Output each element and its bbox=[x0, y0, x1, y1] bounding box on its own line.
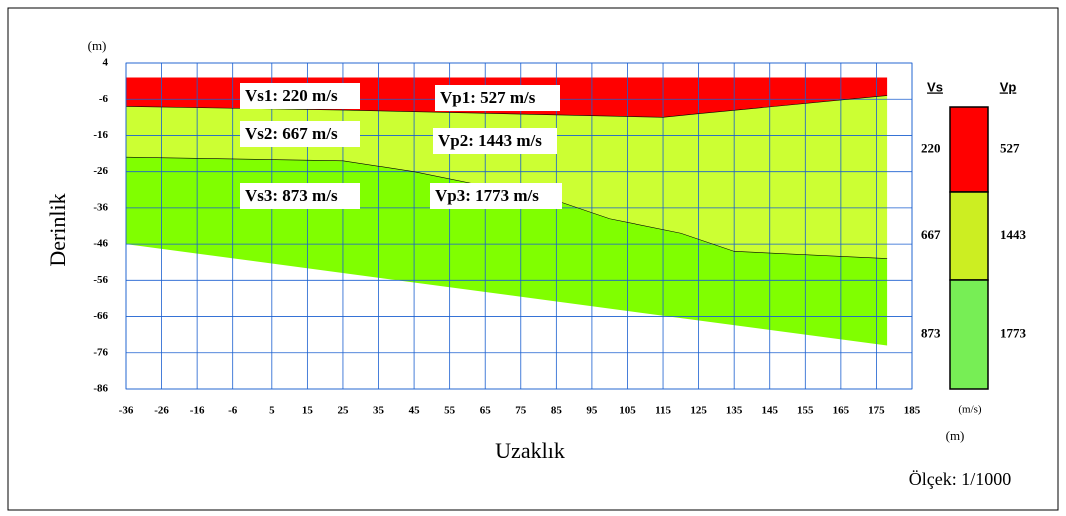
y-tick-label: -46 bbox=[93, 238, 108, 250]
legend-unit: (m/s) bbox=[958, 404, 982, 416]
label-box bbox=[433, 128, 557, 154]
x-tick-label: 135 bbox=[726, 405, 743, 417]
y-tick-label: -86 bbox=[93, 383, 108, 395]
x-tick-label: 155 bbox=[797, 405, 814, 417]
legend-swatch bbox=[949, 279, 989, 390]
label-box bbox=[435, 85, 560, 111]
layer-boundary bbox=[125, 156, 888, 259]
x-tick-label: 125 bbox=[690, 405, 707, 417]
x-tick-label: 175 bbox=[868, 405, 885, 417]
layer-label: Vp1: 527 m/s bbox=[440, 88, 536, 107]
x-unit: (m) bbox=[946, 428, 965, 443]
label-box bbox=[430, 183, 562, 209]
legend-vp: 1443 bbox=[1000, 227, 1027, 242]
x-tick-label: 75 bbox=[515, 405, 527, 417]
x-tick-label: 185 bbox=[904, 405, 921, 417]
x-axis-label: Uzaklık bbox=[495, 438, 565, 463]
x-tick-label: 55 bbox=[444, 405, 456, 417]
legend-swatch bbox=[949, 191, 989, 281]
x-tick-label: 65 bbox=[480, 405, 492, 417]
legend-vp: 1773 bbox=[1000, 325, 1027, 340]
x-tick-label: 165 bbox=[833, 405, 850, 417]
y-tick-label: -36 bbox=[93, 201, 108, 213]
x-tick-label: -36 bbox=[119, 405, 134, 417]
layer-label: Vs2: 667 m/s bbox=[245, 124, 338, 143]
legend-vs: 873 bbox=[921, 325, 941, 340]
y-tick-label: -26 bbox=[93, 165, 108, 177]
label-box bbox=[240, 183, 360, 209]
x-tick-label: 35 bbox=[373, 405, 385, 417]
x-tick-label: 25 bbox=[337, 405, 349, 417]
y-tick-label: -76 bbox=[93, 346, 108, 358]
y-tick-label: -66 bbox=[93, 310, 108, 322]
y-tick-label: 4 bbox=[103, 57, 109, 69]
legend-vs: 667 bbox=[921, 227, 941, 242]
legend-vs-title: Vs bbox=[927, 79, 943, 94]
x-tick-label: -16 bbox=[190, 405, 205, 417]
legend-vp: 527 bbox=[1000, 140, 1020, 155]
legend-vp-title: Vp bbox=[1000, 79, 1017, 94]
x-tick-label: 145 bbox=[761, 405, 778, 417]
y-tick-label: -6 bbox=[99, 93, 109, 105]
x-tick-label: -6 bbox=[228, 405, 238, 417]
x-tick-label: 105 bbox=[619, 405, 636, 417]
x-tick-label: 45 bbox=[409, 405, 421, 417]
y-tick-label: -16 bbox=[93, 129, 108, 141]
layer-label: Vp2: 1443 m/s bbox=[438, 131, 542, 150]
layer-label: Vp3: 1773 m/s bbox=[435, 186, 539, 205]
x-tick-label: 5 bbox=[269, 405, 275, 417]
y-unit: (m) bbox=[88, 38, 107, 53]
y-axis-label: Derinlik bbox=[45, 193, 70, 266]
scale-note: Ölçek: 1/1000 bbox=[909, 469, 1011, 489]
x-tick-label: -26 bbox=[154, 405, 169, 417]
label-box bbox=[240, 83, 360, 109]
legend-vs: 220 bbox=[921, 140, 941, 155]
layer-label: Vs3: 873 m/s bbox=[245, 186, 338, 205]
x-tick-label: 15 bbox=[302, 405, 314, 417]
x-tick-label: 115 bbox=[655, 405, 671, 417]
y-tick-label: -56 bbox=[93, 274, 108, 286]
layer-label: Vs1: 220 m/s bbox=[245, 86, 338, 105]
label-box bbox=[240, 121, 360, 147]
plot-border bbox=[125, 62, 913, 390]
x-tick-label: 95 bbox=[586, 405, 598, 417]
x-tick-label: 85 bbox=[551, 405, 563, 417]
legend-swatch bbox=[949, 106, 989, 193]
